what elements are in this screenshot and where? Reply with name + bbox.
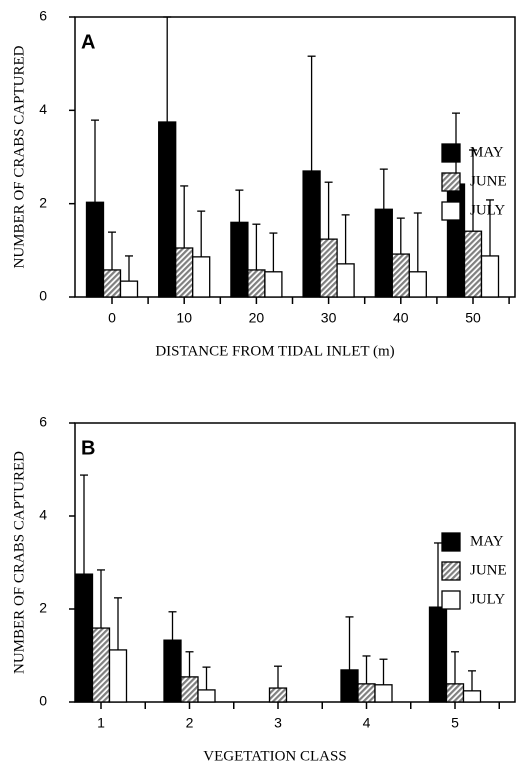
bar	[302, 170, 321, 298]
bar	[197, 689, 216, 703]
y-axis-label: NUMBER OF CRABS CAPTURED	[11, 45, 27, 268]
legend-label: JUNE	[470, 562, 507, 578]
x-axis-label: VEGETATION CLASS	[203, 748, 346, 761]
bar	[357, 683, 376, 703]
bar	[374, 208, 393, 298]
bar	[158, 121, 177, 298]
bar	[463, 230, 483, 298]
bar	[336, 263, 355, 298]
legend-label: MAY	[470, 144, 504, 160]
legend-swatch	[441, 201, 461, 221]
y-tick-label: 4	[39, 507, 47, 523]
bar	[480, 255, 500, 298]
legend-swatch	[441, 143, 461, 163]
legend-swatch	[441, 172, 461, 192]
x-tick-label: 0	[108, 310, 116, 326]
x-tick-label: 50	[465, 310, 481, 326]
bar	[108, 649, 128, 703]
bar	[175, 247, 194, 298]
bar	[180, 676, 199, 703]
bar	[374, 684, 393, 703]
bar	[446, 183, 466, 298]
bar	[230, 221, 249, 298]
legend-label: JULY	[470, 202, 505, 218]
x-tick-label: 30	[321, 310, 337, 326]
x-axis-label: DISTANCE FROM TIDAL INLET (m)	[155, 343, 394, 359]
y-axis-label: NUMBER OF CRABS CAPTURED	[11, 451, 27, 674]
legend-swatch	[441, 590, 461, 610]
legend-label: JUNE	[470, 173, 507, 189]
bar	[85, 201, 105, 298]
plot-frame	[74, 16, 516, 298]
y-tick-label: 0	[39, 693, 47, 709]
bar	[247, 269, 266, 298]
legend-label: MAY	[470, 533, 504, 549]
bar	[462, 690, 482, 703]
legend-swatch	[441, 532, 461, 552]
x-tick-label: 10	[176, 310, 192, 326]
bar	[91, 627, 111, 703]
x-tick-label: 2	[186, 715, 194, 731]
bar	[408, 271, 427, 298]
bar	[319, 238, 338, 298]
plot-frame	[74, 422, 516, 703]
y-tick-label: 4	[39, 101, 47, 117]
bar	[74, 573, 94, 703]
panel-label: A	[81, 31, 95, 53]
x-tick-label: 3	[274, 715, 282, 731]
x-tick-label: 4	[363, 715, 371, 731]
bar	[445, 683, 465, 703]
y-tick-label: 6	[39, 8, 47, 24]
x-tick-label: 1	[97, 715, 105, 731]
y-tick-label: 0	[39, 288, 47, 304]
x-tick-label: 5	[451, 715, 459, 731]
legend-swatch	[441, 561, 461, 581]
legend-label: JULY	[470, 591, 505, 607]
bar	[102, 269, 122, 298]
bar	[192, 256, 211, 298]
panel-label: B	[81, 437, 95, 459]
y-tick-label: 2	[39, 194, 47, 210]
bar	[119, 280, 139, 298]
bar	[428, 606, 448, 703]
x-tick-label: 40	[393, 310, 409, 326]
bar	[268, 687, 288, 703]
x-tick-label: 20	[249, 310, 265, 326]
y-tick-label: 6	[39, 414, 47, 430]
y-tick-label: 2	[39, 600, 47, 616]
bar	[340, 669, 359, 703]
bar	[391, 253, 410, 298]
bar	[163, 639, 182, 703]
bar	[264, 271, 283, 298]
